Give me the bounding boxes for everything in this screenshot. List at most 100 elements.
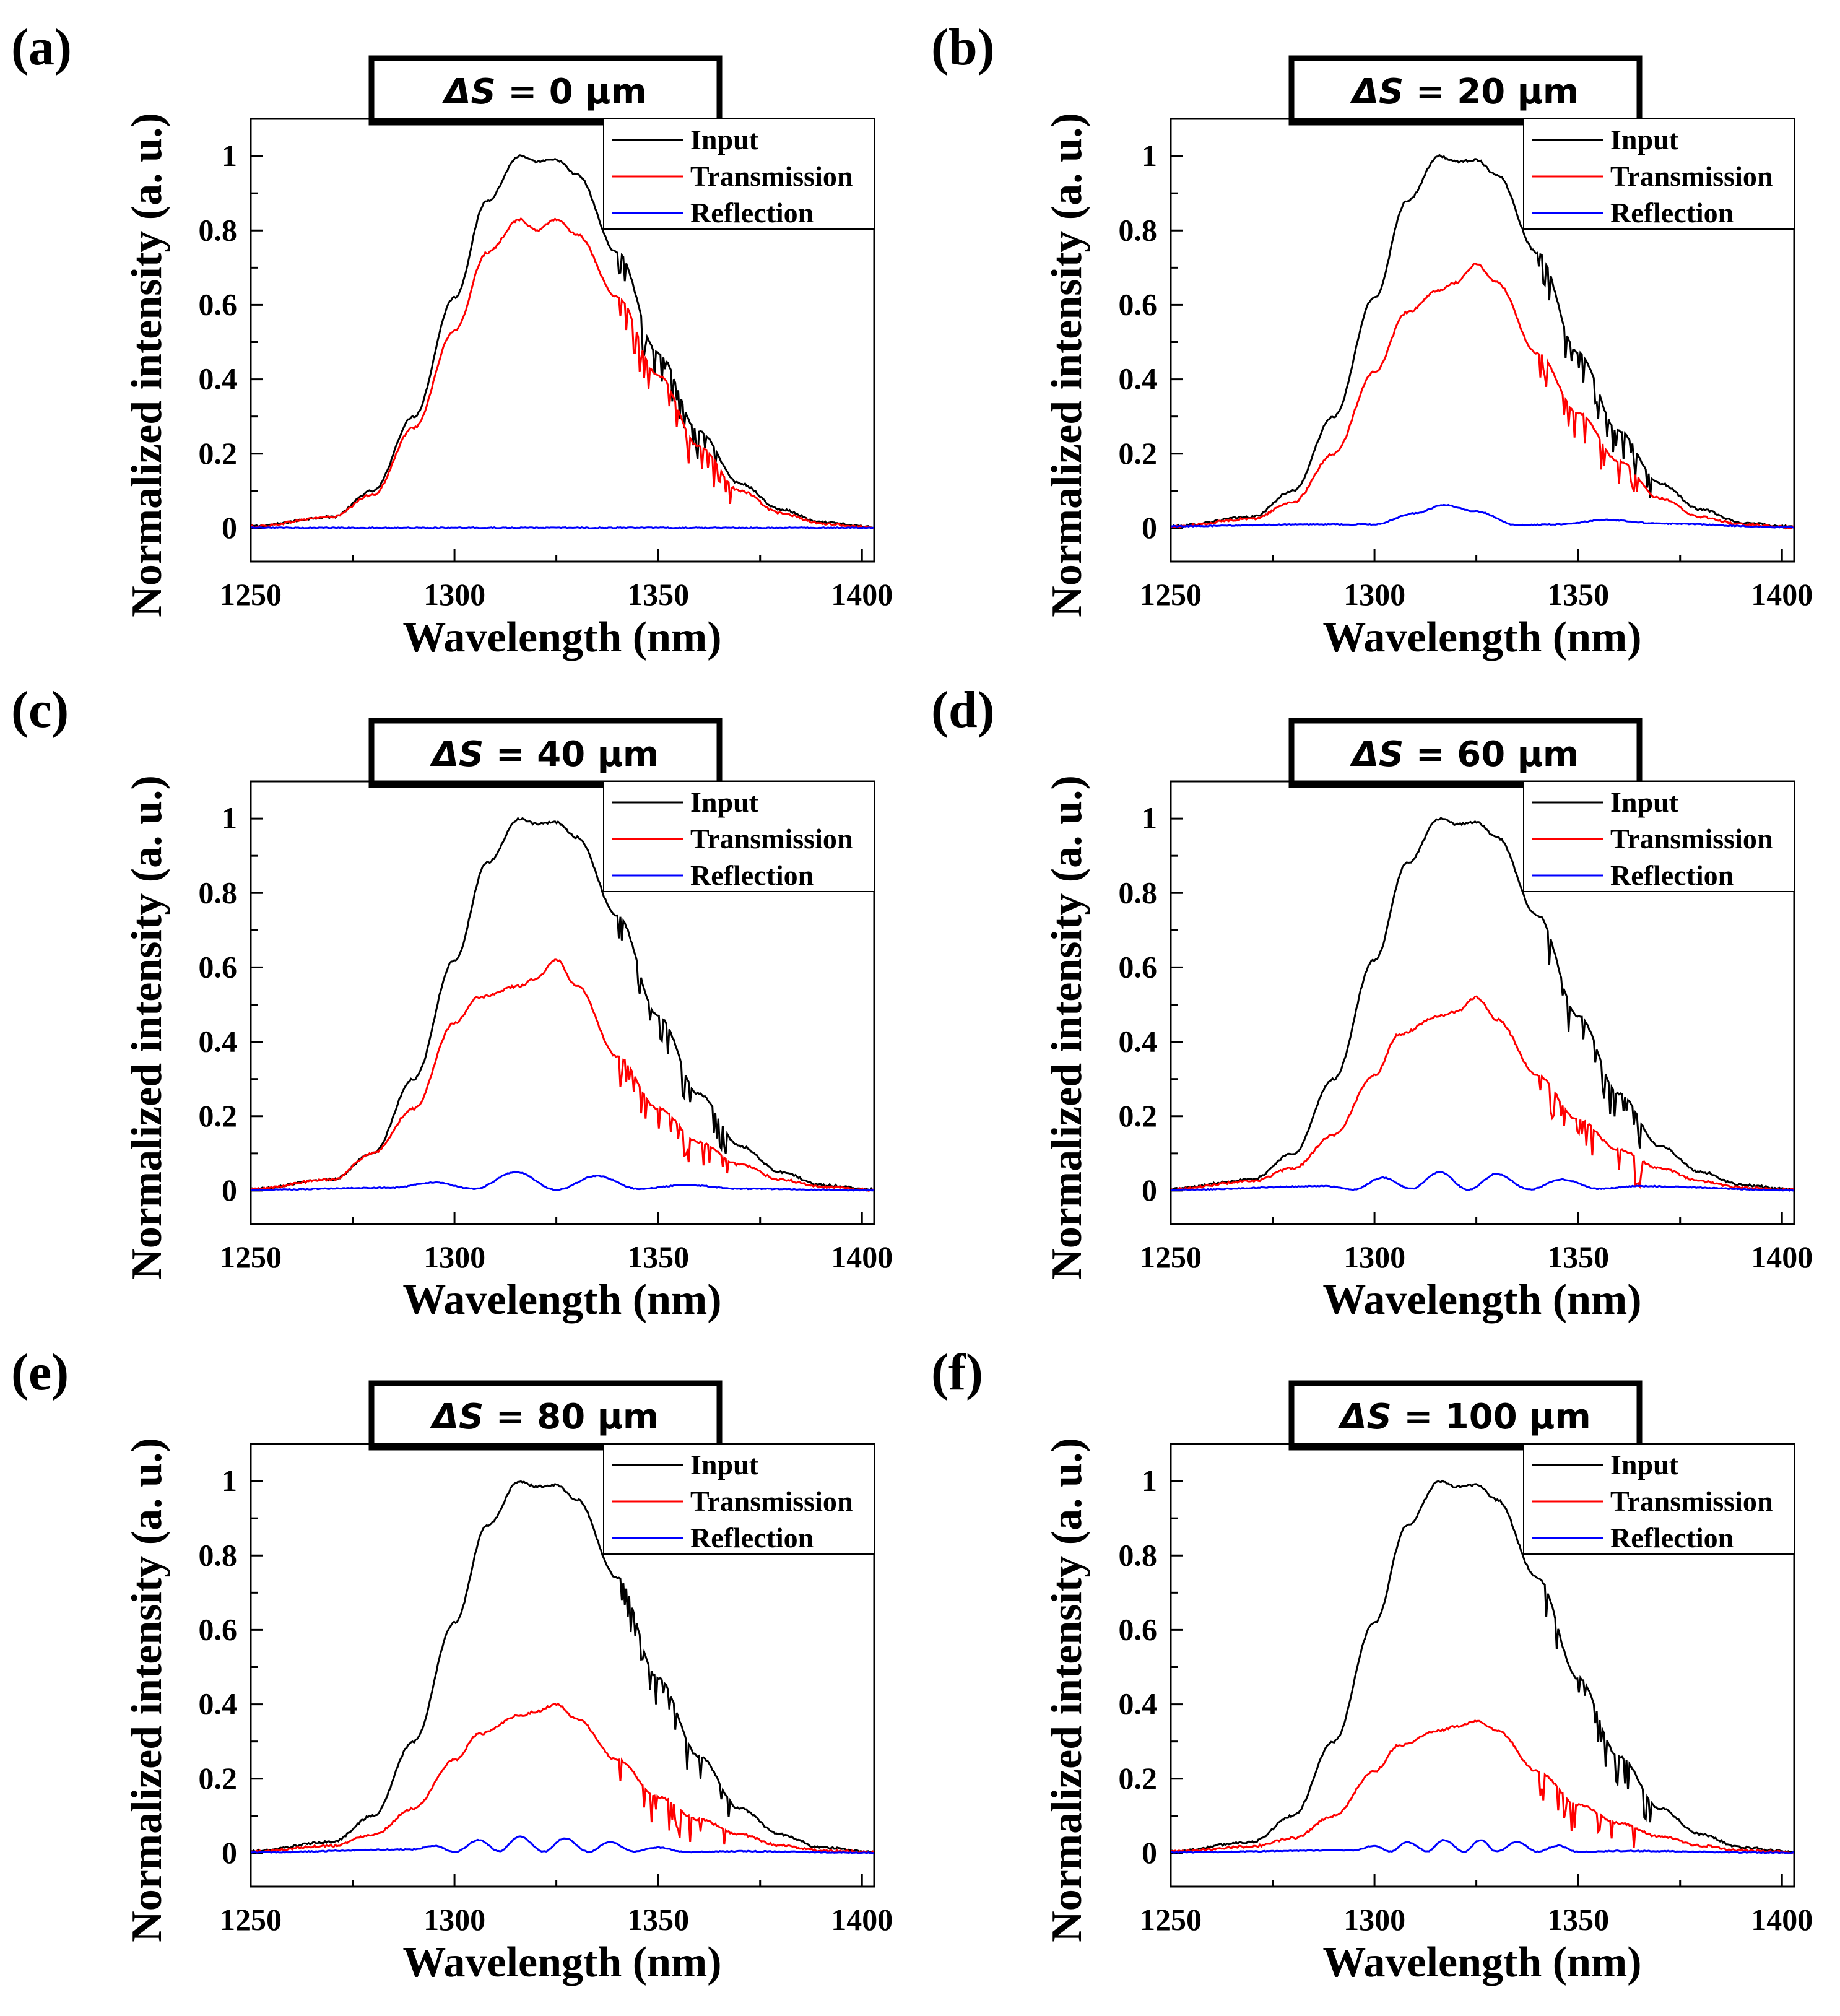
title-box xyxy=(1288,718,1643,788)
title-box xyxy=(368,1380,723,1451)
y-tick-label: 1 xyxy=(222,1463,237,1498)
y-axis-title: Normalized intensity (a. u.) xyxy=(123,775,171,1280)
title-value: = 0 μm xyxy=(496,72,647,112)
plot-frame xyxy=(1170,118,1795,563)
y-tick-label: 0.6 xyxy=(199,287,238,321)
series-reflection xyxy=(251,526,874,529)
series-reflection xyxy=(1171,503,1794,529)
legend-box xyxy=(1523,781,1795,892)
series-transmission xyxy=(251,217,874,529)
x-axis-title: Wavelength (nm) xyxy=(1322,614,1641,661)
x-axis-title: Wavelength (nm) xyxy=(1322,1939,1641,1986)
title-value: = 80 μm xyxy=(484,1397,659,1437)
panel-title: ΔS = 100 μm xyxy=(1337,1397,1591,1437)
y-tick-label: 0.2 xyxy=(1119,1761,1158,1796)
x-axis-title: Wavelength (nm) xyxy=(402,1276,721,1324)
x-tick-label: 1250 xyxy=(1140,1240,1202,1274)
title-value: = 60 μm xyxy=(1404,734,1579,775)
y-tick-label: 0.8 xyxy=(199,212,238,247)
series-transmission xyxy=(1171,995,1794,1192)
legend-label-input: Input xyxy=(1610,124,1679,155)
x-axis-title: Wavelength (nm) xyxy=(402,1939,721,1986)
title-delta-s: ΔS xyxy=(1350,72,1404,112)
title-box xyxy=(1288,55,1643,126)
y-tick-label: 0.8 xyxy=(199,875,238,910)
x-tick-label: 1250 xyxy=(1140,577,1202,612)
chart-panel-c: (c) ΔS = 40 μm 0 0.2 0.4 0.6 0.8 1 1250 1300 1350 1… xyxy=(11,681,893,1324)
x-tick-label: 1350 xyxy=(1547,1240,1609,1274)
series-reflection xyxy=(251,1835,874,1854)
series-transmission xyxy=(251,1702,874,1855)
y-tick-label: 0 xyxy=(222,510,237,545)
title-value: = 40 μm xyxy=(484,734,659,775)
title-delta-s: ΔS xyxy=(430,1397,484,1437)
title-delta-s: ΔS xyxy=(1350,734,1404,775)
y-tick-label: 0.6 xyxy=(1119,949,1158,984)
y-tick-label: 0.8 xyxy=(199,1537,238,1572)
y-tick-label: 0.2 xyxy=(199,436,238,471)
y-axis-title: Normalized intensity (a. u.) xyxy=(1043,775,1091,1280)
title-box xyxy=(368,55,723,126)
x-tick-label: 1350 xyxy=(627,577,689,612)
y-tick-label: 0.6 xyxy=(1119,287,1158,321)
legend-label-input: Input xyxy=(1610,786,1679,818)
legend-label-reflection: Reflection xyxy=(1610,859,1734,891)
plot-frame xyxy=(250,780,875,1225)
series-reflection xyxy=(1171,1170,1794,1192)
panel-label: (b) xyxy=(931,19,995,76)
x-tick-label: 1300 xyxy=(1343,1902,1405,1937)
x-tick-label: 1300 xyxy=(423,1902,485,1937)
x-tick-label: 1250 xyxy=(220,577,282,612)
x-axis-title: Wavelength (nm) xyxy=(1322,1276,1641,1324)
panel-label: (f) xyxy=(931,1344,983,1401)
x-tick-label: 1400 xyxy=(831,577,893,612)
legend-box xyxy=(1523,118,1795,230)
panel-label: (a) xyxy=(11,19,72,76)
y-tick-label: 0.8 xyxy=(1119,875,1158,910)
chart-panel-f: (f) ΔS = 100 μm 0 0.2 0.4 0.6 0.8 1 1250 1300 1350… xyxy=(931,1344,1813,1986)
x-tick-label: 1300 xyxy=(1343,1240,1405,1274)
title-value: = 20 μm xyxy=(1404,72,1579,112)
chart-panel-a: (a) ΔS = 0 μm 0 0.2 0.4 0.6 0.8 1 1250 1300 1350 14… xyxy=(11,19,893,661)
x-tick-label: 1250 xyxy=(220,1902,282,1937)
y-tick-label: 0.8 xyxy=(1119,212,1158,247)
legend-box xyxy=(603,781,875,892)
plot-frame xyxy=(1170,1443,1795,1888)
x-tick-label: 1400 xyxy=(1751,1240,1813,1274)
legend-label-transmission: Transmission xyxy=(1610,823,1773,854)
x-tick-label: 1350 xyxy=(627,1902,689,1937)
x-tick-label: 1400 xyxy=(1751,1902,1813,1937)
legend-label-input: Input xyxy=(690,786,759,818)
panel-title: ΔS = 20 μm xyxy=(1350,72,1579,112)
y-tick-label: 0.6 xyxy=(1119,1612,1158,1646)
y-axis-title: Normalized intensity (a. u.) xyxy=(1043,1438,1091,1942)
series-transmission xyxy=(1171,1719,1794,1855)
panel-title: ΔS = 60 μm xyxy=(1350,734,1579,775)
y-tick-label: 0.4 xyxy=(1119,1024,1158,1059)
legend-label-reflection: Reflection xyxy=(690,197,814,228)
x-tick-label: 1400 xyxy=(1751,577,1813,612)
y-tick-label: 1 xyxy=(222,801,237,835)
x-tick-label: 1250 xyxy=(1140,1902,1202,1937)
x-tick-label: 1400 xyxy=(831,1902,893,1937)
legend-label-reflection: Reflection xyxy=(1610,197,1734,228)
x-axis-title: Wavelength (nm) xyxy=(402,614,721,661)
y-tick-label: 0 xyxy=(222,1835,237,1870)
y-tick-label: 0.4 xyxy=(199,1024,238,1059)
y-axis-title: Normalized intensity (a. u.) xyxy=(123,113,171,617)
legend-label-transmission: Transmission xyxy=(690,823,853,854)
legend-label-transmission: Transmission xyxy=(690,1485,853,1517)
y-tick-label: 0.6 xyxy=(199,949,238,984)
x-tick-label: 1350 xyxy=(1547,577,1609,612)
y-tick-label: 0 xyxy=(1142,510,1157,545)
y-tick-label: 0.4 xyxy=(199,1687,238,1721)
y-tick-label: 1 xyxy=(1142,1463,1157,1498)
x-tick-label: 1350 xyxy=(627,1240,689,1274)
title-value: = 100 μm xyxy=(1392,1397,1591,1437)
plot-frame xyxy=(250,1443,875,1888)
y-tick-label: 0.2 xyxy=(199,1761,238,1796)
series-transmission xyxy=(251,958,874,1192)
y-tick-label: 0.6 xyxy=(199,1612,238,1646)
legend-label-reflection: Reflection xyxy=(1610,1522,1734,1553)
